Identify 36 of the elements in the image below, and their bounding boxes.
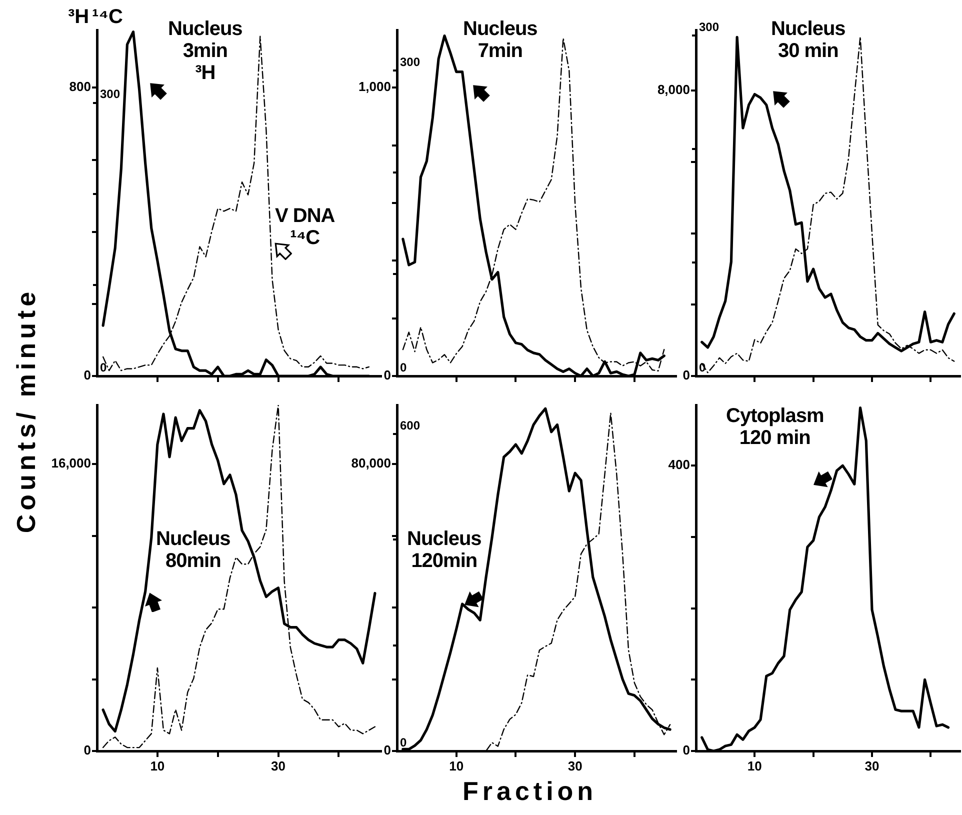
x-tick-label: 30 <box>271 758 286 774</box>
x-tick-label: 10 <box>449 758 464 774</box>
y-tick-label: 0 <box>682 742 690 758</box>
y2-axis-title: ¹⁴C <box>92 6 123 29</box>
y-tick-label: 0 <box>84 742 91 758</box>
y-tick-label: 80,000 <box>351 456 391 471</box>
y-tick-label: 8,000 <box>657 82 690 98</box>
annotation: Nucleus 7min <box>463 18 538 62</box>
y-tick-label: 0 <box>84 368 91 383</box>
annotation: Cytoplasm 120 min <box>726 405 824 449</box>
annotation: Nucleus 3min ³H <box>168 18 242 84</box>
annotation: V DNA ¹⁴C <box>275 205 335 249</box>
y-tick-label: 800 <box>69 79 91 94</box>
annotation: Nucleus 30 min <box>771 18 846 62</box>
annotation: Nucleus 120min <box>407 528 482 572</box>
y2-tick-label: 300 <box>400 55 420 70</box>
y2-tick-label: 0 <box>400 360 407 374</box>
x-tick-label: 30 <box>864 758 880 774</box>
y-tick-label: 16,000 <box>51 456 91 471</box>
x-tick-label: 30 <box>568 758 582 774</box>
x-tick-label: 10 <box>150 758 165 774</box>
x-tick-label: 10 <box>747 758 762 774</box>
y2-tick-label: 300 <box>100 87 120 102</box>
y-tick-label: 0 <box>682 368 690 383</box>
y-axis-title: Counts/ minute <box>10 287 42 533</box>
y-tick-label: 1,000 <box>358 79 391 94</box>
y2-tick-label: 600 <box>400 418 420 432</box>
y2-tick-label: 0 <box>100 360 107 374</box>
x-axis-title: Fraction <box>462 776 598 807</box>
y2-tick-label: 300 <box>699 20 720 34</box>
y2-tick-label: 0 <box>400 735 407 750</box>
y-tick-label: 400 <box>668 457 690 472</box>
y-tick-label: 0 <box>384 368 391 383</box>
annotation: Nucleus 80min <box>156 528 230 572</box>
y-axis-title: ³H <box>68 6 90 29</box>
y-tick-label: 0 <box>384 742 391 758</box>
